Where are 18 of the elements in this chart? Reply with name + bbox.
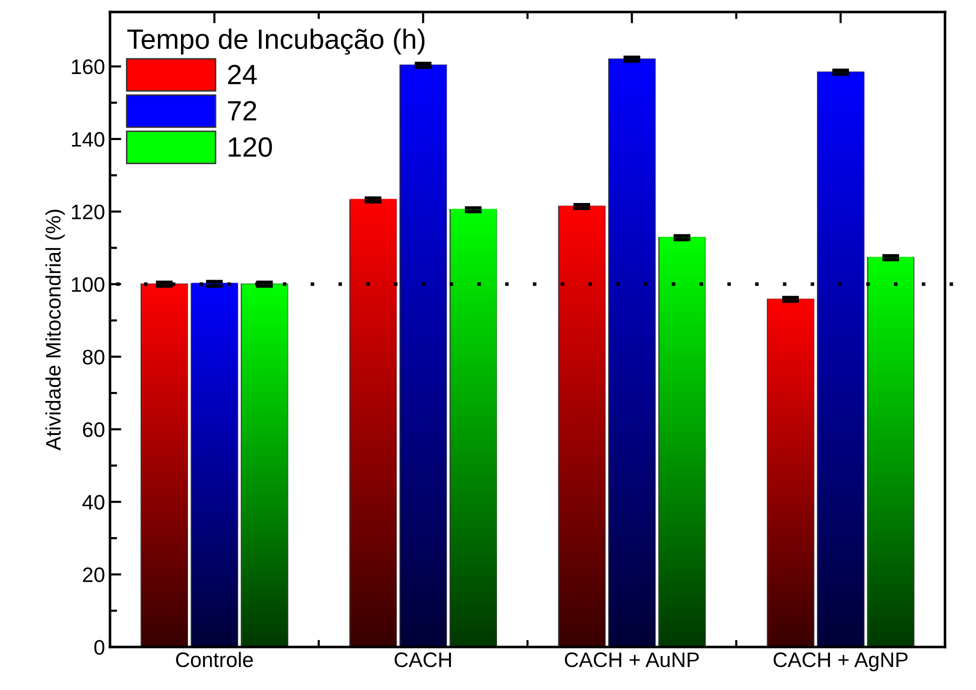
x-tick-label: CACH + AuNP xyxy=(564,652,699,668)
legend-label: 72 xyxy=(228,100,256,120)
y-axis-title: Atividade Mitocondrial (%) xyxy=(45,210,65,450)
y-tick-label: 80 xyxy=(82,350,104,364)
x-tick-label: CACH + AgNP xyxy=(774,652,908,672)
legend-label: 120 xyxy=(228,137,272,157)
y-tick-label: 100 xyxy=(72,277,104,292)
y-tick-label: 160 xyxy=(72,59,104,74)
y-tick-label: 0 xyxy=(94,640,104,655)
legend-label: 24 xyxy=(228,64,257,84)
x-tick-label: CACH xyxy=(394,652,451,668)
y-tick-label: 60 xyxy=(83,422,104,438)
x-tick-label: Controle xyxy=(176,652,253,668)
legend-title: Tempo de Incubação (h) xyxy=(127,28,424,55)
y-tick-label: 40 xyxy=(82,494,104,510)
y-tick-label: 20 xyxy=(83,567,104,582)
y-tick-label: 120 xyxy=(72,204,104,220)
y-tick-label: 140 xyxy=(72,132,104,147)
